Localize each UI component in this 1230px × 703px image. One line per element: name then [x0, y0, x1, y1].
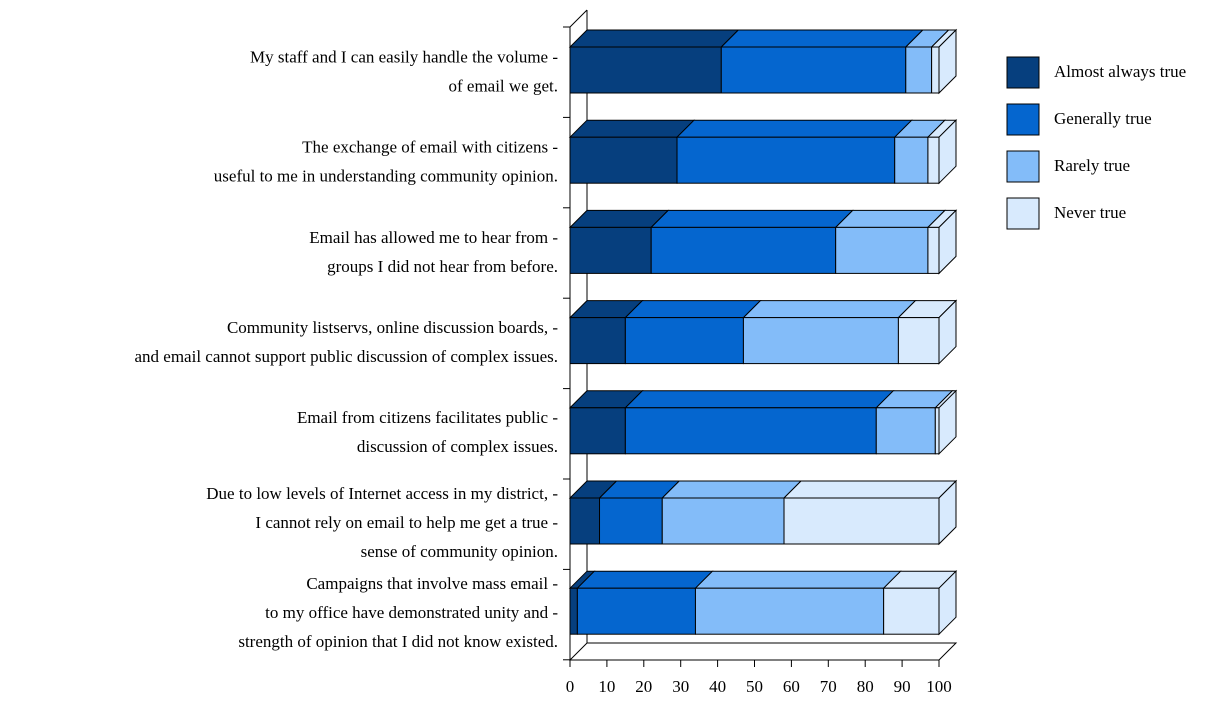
bar [599, 497, 663, 545]
bar [927, 136, 940, 184]
bar [783, 497, 940, 545]
bar [927, 226, 940, 274]
x-tick-label: 90 [894, 677, 911, 696]
bar-top [568, 29, 740, 48]
bar-side [938, 479, 957, 546]
category-label: Due to low levels of Internet access in … [206, 484, 558, 503]
bar [569, 317, 626, 365]
bar [661, 497, 785, 545]
category-label: and email cannot support public discussi… [134, 347, 558, 366]
bar-side [938, 389, 957, 456]
bar [650, 226, 837, 274]
bar-side [938, 569, 957, 636]
bar-top [661, 480, 803, 499]
bar-top [576, 570, 714, 589]
legend-label: Generally true [1054, 109, 1152, 128]
category-label: Email has allowed me to hear from - [309, 228, 558, 247]
legend-swatch [1006, 56, 1040, 89]
legend-swatch [1006, 197, 1040, 230]
category-label: My staff and I can easily handle the vol… [250, 47, 558, 66]
bar-top [720, 29, 924, 48]
bar [934, 407, 940, 455]
bar-top [649, 209, 854, 228]
legend-label: Rarely true [1054, 156, 1130, 175]
bar [931, 46, 940, 94]
bar [624, 407, 877, 455]
category-label: Campaigns that involve mass email - [306, 574, 558, 593]
bar [576, 587, 696, 635]
bar-side [938, 209, 957, 275]
category-label: of email we get. [448, 76, 558, 95]
bar-side [938, 28, 957, 95]
bar [894, 136, 929, 184]
floor [568, 642, 958, 661]
bar [897, 317, 940, 365]
x-tick-label: 60 [783, 677, 800, 696]
bar-top [624, 390, 895, 409]
bar-side [938, 299, 957, 365]
x-tick-label: 0 [566, 677, 575, 696]
category-label: sense of community opinion. [361, 542, 558, 561]
category-label: The exchange of email with citizens - [302, 138, 558, 157]
bar-top [782, 480, 958, 499]
bar-top [834, 209, 947, 228]
bar [569, 587, 578, 635]
bar-top [675, 119, 913, 138]
x-tick-label: 40 [709, 677, 726, 696]
legend-swatch [1006, 150, 1040, 183]
category-label: discussion of complex issues. [357, 437, 558, 456]
legend-label: Never true [1054, 203, 1126, 222]
bar [569, 407, 626, 455]
bar [742, 317, 899, 365]
bar-top [742, 300, 917, 319]
bar-top [624, 300, 762, 319]
bar [676, 136, 896, 184]
x-tick-label: 50 [746, 677, 763, 696]
legend-label: Almost always true [1054, 62, 1186, 81]
bar [624, 317, 744, 365]
bar [569, 226, 652, 274]
x-tick-label: 10 [598, 677, 615, 696]
legend-swatch [1006, 103, 1040, 136]
category-label: to my office have demonstrated unity and… [265, 603, 558, 622]
axis-wall [569, 9, 588, 28]
bar-top [694, 570, 902, 589]
category-label: Email from citizens facilitates public - [297, 408, 558, 427]
bar [883, 587, 940, 635]
bar [875, 407, 936, 455]
category-label: groups I did not hear from before. [327, 257, 558, 276]
x-tick-label: 20 [635, 677, 652, 696]
bar [905, 46, 933, 94]
x-tick-label: 70 [820, 677, 837, 696]
x-tick-label: 100 [926, 677, 952, 696]
bar [720, 46, 907, 94]
x-tick-label: 30 [672, 677, 689, 696]
bar [694, 587, 885, 635]
bar [569, 46, 722, 94]
category-label: I cannot rely on email to help me get a … [255, 513, 558, 532]
category-label: Community listservs, online discussion b… [227, 318, 558, 337]
bar [569, 497, 601, 545]
bar [835, 226, 929, 274]
bar [569, 136, 678, 184]
x-tick-label: 80 [857, 677, 874, 696]
category-label: strength of opinion that I did not know … [238, 632, 558, 651]
category-label: useful to me in understanding community … [214, 167, 558, 186]
bar-top [568, 119, 696, 138]
bar-side [938, 118, 957, 185]
